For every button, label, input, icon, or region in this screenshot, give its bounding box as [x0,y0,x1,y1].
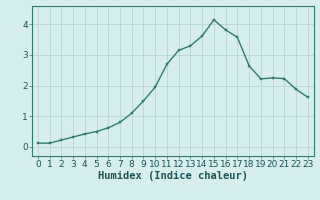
X-axis label: Humidex (Indice chaleur): Humidex (Indice chaleur) [98,171,248,181]
